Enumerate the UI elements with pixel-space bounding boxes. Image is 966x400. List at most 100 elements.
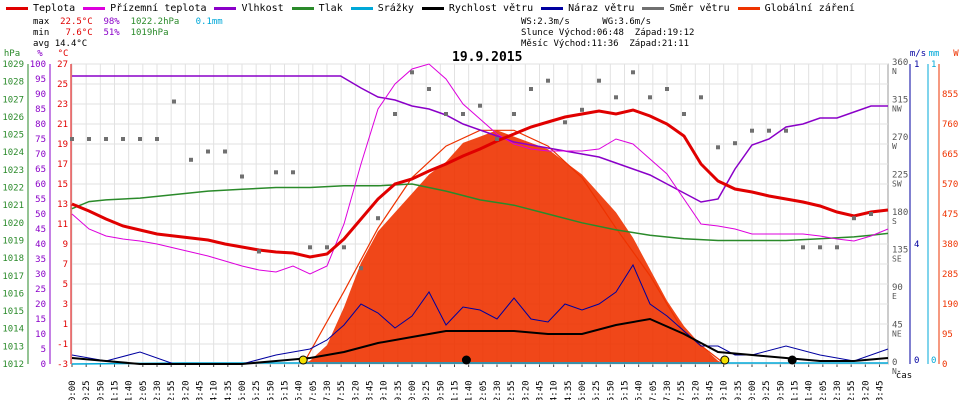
wind-direction-marker [869, 212, 873, 216]
wind-direction-marker [274, 170, 278, 175]
direction-tick-label: N [892, 367, 897, 376]
wind-direction-marker [189, 157, 193, 162]
hpa-tick-label: 1014 [2, 325, 24, 335]
ms-tick-label: 1 [914, 60, 919, 70]
x-tick-label: 04:35 [224, 380, 234, 400]
w-tick-label: 475 [942, 210, 958, 220]
x-tick-label: 10:25 [422, 380, 432, 400]
direction-tick-label: 0 [892, 358, 897, 368]
x-tick-label: 12:55 [507, 380, 517, 400]
x-tick-label: 06:15 [281, 380, 291, 400]
wind-direction-marker [478, 103, 482, 108]
wind-direction-marker [393, 112, 397, 116]
x-tick-label: 09:10 [380, 380, 390, 400]
x-tick-label: 23:45 [876, 380, 886, 400]
pct-tick-label: 90 [35, 90, 46, 100]
wind-direction-marker [648, 95, 652, 100]
wind-direction-marker [852, 216, 856, 221]
x-tick-label: 16:40 [635, 380, 645, 400]
temp-tick-label: 23 [57, 100, 68, 110]
sunset-marker [720, 355, 730, 365]
hpa-tick-label: 1018 [2, 254, 24, 264]
hpa-tick-label: 1020 [2, 219, 24, 229]
ws: WS:2.3m/s [521, 17, 570, 27]
wind-direction-marker [70, 137, 74, 141]
pct-tick-label: 70 [35, 150, 46, 160]
x-tick-label: 13:45 [536, 380, 546, 400]
direction-tick-label: S [892, 217, 897, 226]
temp-tick-label: 3 [63, 300, 68, 310]
x-tick-label: 16:15 [621, 380, 631, 400]
wind-direction-marker [546, 78, 550, 83]
direction-tick-label: NE [892, 330, 902, 339]
temp-tick-label: 15 [57, 180, 68, 190]
direction-tick-label: 90 [892, 283, 903, 293]
w-tick-label: 0 [942, 360, 947, 370]
x-tick-label: 11:40 [465, 380, 475, 400]
chart-title: 19.9.2015 [452, 50, 523, 65]
direction-tick-label: 360 [892, 58, 908, 68]
pct-tick-label: 85 [35, 105, 46, 115]
chart-legend: Teplota Přízemní teplota Vlhkost Tlak Sr… [6, 3, 863, 14]
hpa-tick-label: 1026 [2, 113, 24, 123]
mm-axis-label: mm [929, 49, 940, 59]
x-tick-label: 12:05 [479, 380, 489, 400]
direction-tick-label: SE [892, 255, 902, 264]
x-tick-label: 22:55 [847, 380, 857, 400]
direction-tick-label: NW [892, 105, 902, 114]
wind-direction-marker [376, 216, 380, 221]
x-tick-label: 02:55 [167, 380, 177, 400]
pct-tick-label: 80 [35, 120, 46, 130]
stats-min-row: min 7.6°C 51% 1019hPa [33, 28, 169, 38]
w-tick-label: 380 [942, 240, 958, 250]
hpa-tick-label: 1024 [2, 148, 24, 158]
x-tick-label: 04:10 [210, 380, 220, 400]
legend-item-temperature: Teplota [6, 3, 75, 14]
temp-tick-label: -3 [57, 360, 68, 370]
sunset: Západ:19:12 [634, 28, 695, 38]
x-tick-label: 17:30 [663, 380, 673, 400]
direction-tick-label: SW [892, 180, 902, 189]
legend-item-ground-temperature: Přízemní teplota [83, 3, 206, 14]
x-tick-label: 20:25 [762, 380, 772, 400]
x-tick-label: 02:30 [153, 380, 163, 400]
mm-tick-label: 0 [931, 356, 936, 366]
stats-avg-row: avg 14.4°C [33, 39, 88, 49]
legend-swatch [350, 7, 373, 10]
press-max: 1022.2hPa [130, 17, 180, 27]
x-tick-label: 15:50 [606, 380, 616, 400]
wind-direction-marker [580, 107, 584, 112]
x-tick-label: 00:25 [82, 380, 92, 400]
sun-moon-info: WS:2.3m/s WG:3.6m/s Slunce Východ:06:48 … [521, 17, 694, 50]
wind-direction-marker [461, 112, 465, 116]
pct-tick-label: 100 [30, 60, 46, 70]
direction-tick-label: 225 [892, 171, 908, 181]
legend-swatch [291, 7, 314, 10]
wind-direction-marker [427, 87, 431, 91]
wind-direction-marker [682, 112, 686, 116]
ms-tick-label: 0 [914, 356, 919, 366]
wind-direction-marker [325, 245, 329, 250]
series-ground-temperature-line [71, 63, 889, 275]
wind-direction-marker [767, 128, 771, 133]
legend-swatch [6, 7, 28, 10]
pct-tick-label: 10 [35, 330, 46, 340]
temp-tick-label: 19 [57, 140, 68, 150]
x-tick-label: 14:10 [550, 380, 560, 400]
hpa-tick-label: 1027 [2, 95, 24, 105]
legend-swatch [541, 7, 564, 10]
ms-axis-label: m/s [910, 49, 926, 59]
moonrise: Měsíc Východ:11:36 [521, 39, 619, 49]
x-tick-label: 22:05 [819, 380, 829, 400]
x-tick-label: 15:00 [578, 380, 588, 400]
temp-tick-label: 9 [63, 240, 68, 250]
pct-axis-label: % [37, 49, 43, 59]
wind-direction-marker [240, 174, 244, 179]
pct-tick-label: 75 [35, 135, 46, 145]
wind-direction-marker [359, 266, 363, 271]
wind-direction-marker [342, 245, 346, 250]
x-tick-label: 00:50 [96, 380, 106, 400]
temp-tick-label: 21 [57, 120, 68, 130]
wind-direction-marker [631, 70, 635, 75]
hpa-tick-label: 1025 [2, 131, 24, 141]
